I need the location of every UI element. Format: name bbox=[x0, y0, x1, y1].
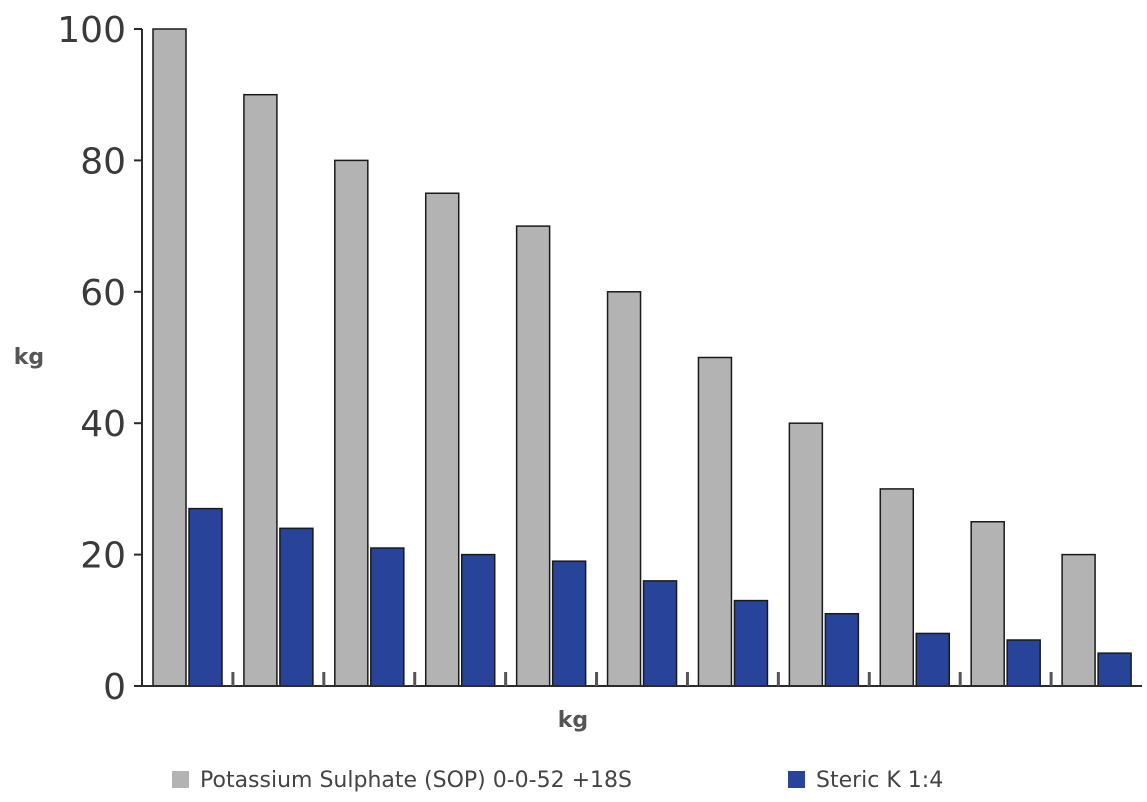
x-axis-label: kg bbox=[558, 708, 588, 733]
legend-label: Potassium Sulphate (SOP) 0-0-52 +18S bbox=[200, 768, 632, 793]
x-tick-marks bbox=[231, 672, 1053, 686]
bar-sop-9 bbox=[879, 488, 915, 687]
y-tick-label: 20 bbox=[80, 536, 126, 577]
bar-steric-5 bbox=[551, 560, 587, 687]
bar-sop-1 bbox=[152, 28, 187, 687]
bar-steric-6 bbox=[642, 580, 678, 687]
bar-sop-5 bbox=[515, 225, 551, 687]
bar-steric-1 bbox=[188, 507, 223, 687]
legend: Potassium Sulphate (SOP) 0-0-52 +18S Ster… bbox=[172, 768, 943, 793]
bar-steric-2 bbox=[279, 527, 314, 687]
y-tick-labels: 0 20 40 60 80 100 bbox=[57, 10, 142, 708]
bar-sop-2 bbox=[243, 93, 278, 687]
bar-sop-4 bbox=[424, 192, 460, 687]
bar-sop-10 bbox=[970, 521, 1005, 687]
bar-sop-7 bbox=[697, 356, 733, 687]
y-tick-label: 0 bbox=[103, 667, 126, 708]
bar-steric-7 bbox=[733, 599, 769, 687]
y-tick-label: 40 bbox=[80, 404, 126, 445]
bars-group bbox=[152, 28, 1132, 687]
bar-sop-8 bbox=[788, 422, 824, 687]
bar-steric-11 bbox=[1097, 652, 1132, 687]
y-tick-label: 60 bbox=[80, 273, 126, 314]
bar-steric-9 bbox=[915, 632, 951, 687]
legend-label: Steric K 1:4 bbox=[816, 768, 943, 793]
y-tick-label: 100 bbox=[57, 10, 126, 51]
legend-swatch bbox=[172, 771, 189, 788]
axes-group bbox=[141, 29, 1142, 687]
bar-steric-8 bbox=[824, 612, 860, 687]
bar-steric-3 bbox=[370, 547, 405, 687]
bar-sop-6 bbox=[606, 291, 642, 687]
bar-sop-3 bbox=[334, 159, 369, 687]
bar-sop-11 bbox=[1061, 553, 1096, 687]
legend-swatch bbox=[788, 771, 805, 788]
bar-steric-10 bbox=[1006, 639, 1041, 687]
y-tick-label: 80 bbox=[80, 141, 126, 182]
bar-steric-4 bbox=[460, 553, 496, 687]
y-axis-label: kg bbox=[14, 345, 44, 370]
